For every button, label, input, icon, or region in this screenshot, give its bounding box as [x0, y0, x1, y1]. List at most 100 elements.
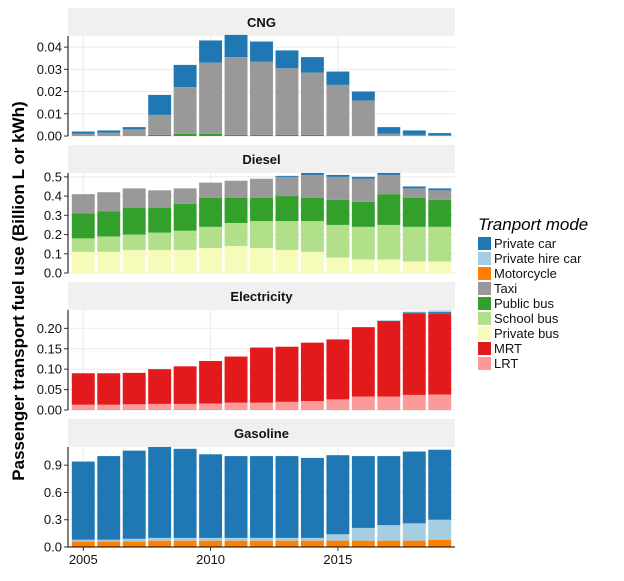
bar-private_car-2009 — [173, 64, 197, 88]
bar-taxi-2012 — [250, 61, 273, 135]
bar-private_car-2014 — [300, 457, 324, 538]
legend-label-private_car: Private car — [494, 236, 557, 251]
panel-strip — [68, 8, 455, 36]
panel-strip — [68, 145, 455, 173]
bar-private_hire_car-2005 — [71, 539, 95, 542]
panel-title: Diesel — [242, 152, 280, 167]
panel-strip — [68, 282, 455, 310]
bar-mrt-2010 — [199, 361, 223, 404]
bar-private_bus-2005 — [71, 251, 95, 273]
bar-private_car-2010 — [199, 40, 223, 63]
bar-private_bus-2013 — [275, 249, 299, 273]
legend-swatch-private_hire_car — [478, 252, 491, 265]
bar-taxi-2019 — [428, 135, 452, 136]
bar-taxi-2011 — [224, 57, 248, 135]
bar-taxi-2015 — [326, 84, 350, 136]
bar-lrt-2008 — [148, 403, 172, 410]
bar-lrt-2012 — [250, 402, 273, 410]
y-tick-label: 0.04 — [37, 40, 62, 55]
bar-taxi-2010 — [199, 182, 223, 198]
bar-public_bus-2011 — [224, 134, 248, 136]
bar-taxi-2017 — [377, 133, 401, 136]
y-tick-label: 0.10 — [37, 362, 62, 377]
bar-taxi-2008 — [148, 114, 172, 135]
legend-swatch-motorcycle — [478, 267, 491, 280]
bar-lrt-2013 — [275, 401, 299, 410]
bar-private_car-2018 — [402, 312, 426, 314]
panel-title: Gasoline — [234, 426, 289, 441]
bar-private_car-2010 — [199, 454, 223, 538]
legend-swatch-mrt — [478, 342, 491, 355]
bar-taxi-2014 — [300, 174, 324, 198]
bar-private_car-2019 — [428, 188, 452, 191]
bar-taxi-2018 — [402, 134, 426, 136]
bar-motorcycle-2005 — [71, 541, 95, 547]
panel-electricity: Electricity 0.00 0.05 0.10 0.15 0.20 — [37, 282, 455, 418]
bar-private_hire_car-2017 — [377, 320, 401, 322]
legend-label-motorcycle: Motorcycle — [494, 266, 557, 281]
bar-mrt-2006 — [97, 373, 121, 405]
bar-lrt-2016 — [351, 396, 375, 410]
bar-lrt-2014 — [300, 401, 324, 410]
bar-taxi-2016 — [351, 178, 375, 202]
bar-private_car-2009 — [173, 448, 197, 538]
bar-school_bus-2006 — [97, 236, 121, 252]
bar-public_bus-2008 — [148, 134, 172, 136]
bar-taxi-2005 — [71, 133, 95, 136]
bar-taxi-2016 — [351, 100, 375, 136]
bar-lrt-2018 — [402, 394, 426, 410]
bar-taxi-2007 — [122, 129, 146, 136]
y-tick-label: 0.6 — [44, 485, 62, 500]
bar-mrt-2013 — [275, 346, 299, 402]
bar-lrt-2011 — [224, 402, 248, 410]
x-tick-label: 2015 — [323, 552, 352, 567]
bar-private_bus-2006 — [97, 251, 121, 273]
bar-mrt-2012 — [250, 347, 273, 403]
panel-strip — [68, 419, 455, 447]
legend-swatch-lrt — [478, 357, 491, 370]
panel-gasoline: Gasoline 0.0 0.3 0.6 0.9 2005 2010 2015 — [44, 419, 455, 567]
x-tick-label: 2005 — [69, 552, 98, 567]
y-tick-label: 0.03 — [37, 62, 62, 77]
bar-private_car-2015 — [326, 174, 350, 177]
y-tick-label: 0.1 — [44, 246, 62, 261]
bar-motorcycle-2019 — [428, 539, 452, 547]
legend-label-private_bus: Private bus — [494, 326, 560, 341]
bar-private_bus-2016 — [351, 259, 375, 273]
bar-motorcycle-2018 — [402, 540, 426, 547]
bar-public_bus-2018 — [402, 198, 426, 227]
bar-mrt-2018 — [402, 313, 426, 395]
bar-private_hire_car-2010 — [199, 537, 223, 541]
bar-private_hire_car-2015 — [326, 534, 350, 541]
bar-school_bus-2005 — [71, 238, 95, 252]
bar-motorcycle-2015 — [326, 540, 350, 547]
bar-private_hire_car-2007 — [122, 538, 146, 542]
bar-school_bus-2010 — [199, 226, 223, 248]
bar-private_bus-2017 — [377, 259, 401, 273]
bar-private_car-2014 — [300, 173, 324, 175]
bar-private_hire_car-2006 — [97, 539, 121, 542]
bar-public_bus-2013 — [275, 134, 299, 136]
bar-school_bus-2019 — [428, 226, 452, 262]
bar-private_car-2015 — [326, 455, 350, 535]
legend-swatch-public_bus — [478, 297, 491, 310]
bar-school_bus-2008 — [148, 232, 172, 250]
bar-lrt-2019 — [428, 394, 452, 410]
bar-private_car-2012 — [250, 41, 273, 62]
bar-taxi-2010 — [199, 62, 223, 134]
bar-taxi-2013 — [275, 68, 299, 135]
bar-private_bus-2019 — [428, 261, 452, 273]
y-tick-label: 0.3 — [44, 208, 62, 223]
bar-taxi-2009 — [173, 188, 197, 204]
bar-public_bus-2015 — [326, 199, 350, 225]
bar-private_car-2006 — [97, 456, 121, 540]
panel-title: Electricity — [230, 289, 293, 304]
bar-public_bus-2012 — [250, 134, 273, 136]
bar-taxi-2012 — [250, 178, 273, 198]
bar-private_car-2019 — [428, 449, 452, 520]
bar-private_bus-2008 — [148, 249, 172, 273]
legend-label-public_bus: Public bus — [494, 296, 554, 311]
